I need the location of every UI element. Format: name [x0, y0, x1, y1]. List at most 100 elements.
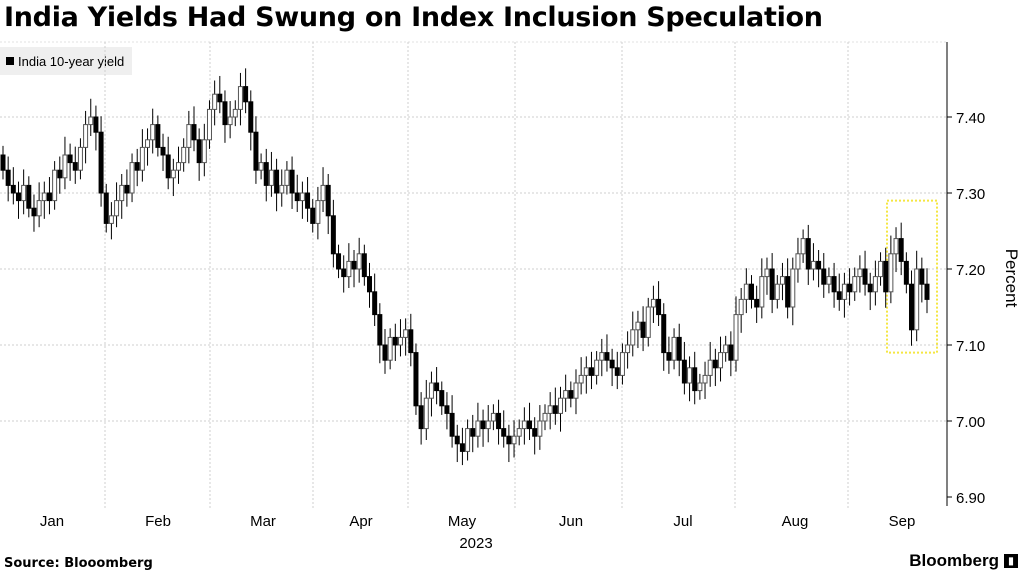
candle-body	[108, 215, 114, 224]
candle-body	[640, 321, 646, 338]
candle	[609, 348, 615, 387]
candle	[831, 262, 837, 308]
candle	[671, 328, 677, 370]
candle	[625, 331, 631, 369]
candle-body	[170, 169, 176, 179]
candle	[150, 108, 156, 154]
candle-body	[547, 405, 553, 414]
candle	[640, 306, 646, 352]
candle-body	[10, 184, 16, 194]
candle-body	[924, 283, 930, 300]
candle	[718, 336, 724, 382]
candle	[428, 371, 434, 417]
candle	[774, 275, 780, 309]
candle	[72, 146, 78, 184]
candle-body	[676, 336, 682, 361]
candle-body	[377, 314, 383, 346]
candle-body	[914, 268, 920, 331]
candle-body	[26, 184, 32, 209]
candle	[222, 90, 228, 143]
candle-body	[552, 405, 558, 414]
x-tick-label: Apr	[349, 513, 372, 530]
candle-body	[583, 367, 589, 376]
candle	[459, 427, 465, 466]
candle-body	[196, 139, 202, 164]
candle	[119, 174, 125, 219]
candle	[903, 252, 909, 294]
candle-body	[439, 390, 445, 407]
candle	[666, 336, 672, 374]
candle-body	[351, 260, 357, 270]
candle-body	[330, 215, 336, 255]
bloomberg-logo: Bloomberg ▮	[909, 551, 1018, 571]
candle-body	[857, 268, 863, 278]
candle	[382, 329, 388, 374]
candle-body	[759, 276, 765, 308]
candle-body	[563, 390, 569, 399]
candle-body	[418, 405, 424, 430]
candle-body	[480, 420, 486, 430]
candle-body	[707, 359, 713, 376]
candle	[155, 115, 161, 157]
candle	[857, 255, 863, 293]
candle	[408, 313, 414, 367]
candle-body	[779, 276, 785, 285]
candle-body	[568, 390, 574, 399]
candle	[619, 343, 625, 385]
candle-body	[697, 382, 703, 392]
candle	[485, 405, 491, 443]
candle	[583, 356, 589, 394]
candle-body	[160, 146, 166, 156]
candle-body	[537, 420, 543, 437]
candle	[506, 424, 512, 463]
candle	[909, 270, 915, 346]
candle	[475, 402, 481, 448]
candle-body	[459, 443, 465, 452]
candle	[305, 177, 311, 222]
candle-body	[496, 412, 502, 430]
candle-body	[201, 139, 207, 164]
candle	[681, 341, 687, 395]
candle	[367, 262, 373, 308]
candle-body	[341, 268, 347, 278]
candle-body	[687, 367, 693, 384]
candle	[77, 138, 83, 180]
terminal-icon: ▮	[1004, 554, 1018, 568]
candle	[480, 409, 486, 447]
candle	[325, 174, 331, 235]
candle	[748, 275, 754, 309]
candle	[594, 351, 600, 385]
candle	[227, 101, 233, 139]
x-tick-label: May	[448, 513, 477, 530]
legend-label: India 10-year yield	[18, 53, 125, 69]
candle-body	[733, 314, 739, 361]
candle-body	[181, 146, 187, 164]
candle	[206, 100, 212, 149]
candle	[697, 373, 703, 400]
candle-body	[336, 253, 342, 270]
candle-body	[893, 238, 899, 255]
candle	[537, 405, 543, 450]
candle-body	[795, 253, 801, 270]
candle	[661, 303, 667, 371]
candle-body	[573, 382, 579, 399]
candle-body	[372, 291, 378, 316]
x-tick-label: Aug	[782, 513, 809, 530]
candle-body	[212, 93, 218, 110]
candle	[356, 237, 362, 283]
candle	[759, 258, 765, 319]
candle	[836, 273, 842, 311]
candle	[279, 169, 285, 207]
candle-body	[661, 314, 667, 354]
candle-body	[397, 336, 403, 346]
candle-body	[150, 124, 156, 141]
candle-body	[413, 352, 419, 407]
candle	[898, 222, 904, 276]
candle	[268, 151, 274, 197]
candle	[423, 379, 429, 440]
candle	[785, 258, 791, 319]
candle-body	[650, 298, 656, 308]
candle	[712, 348, 718, 387]
x-tick-label: Sep	[889, 513, 916, 530]
x-tick-label: Feb	[145, 513, 171, 530]
